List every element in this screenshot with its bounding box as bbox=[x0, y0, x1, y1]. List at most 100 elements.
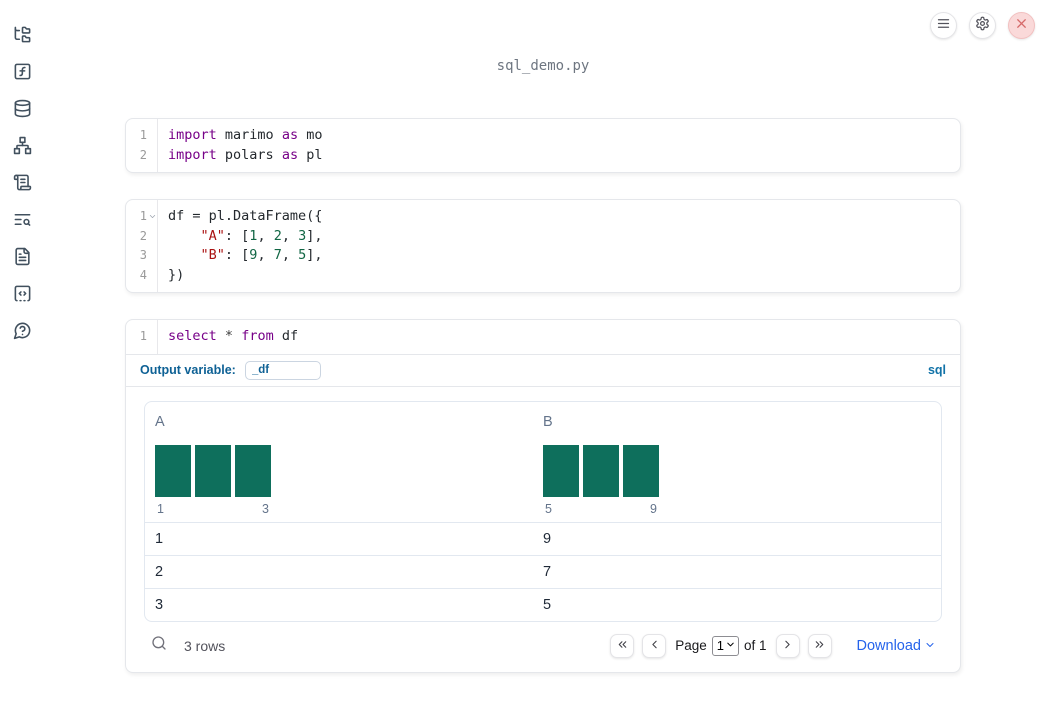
table-cell: 2 bbox=[155, 563, 164, 580]
notebook-main: sql_demo.py 1 2 import marimo as mo import … bbox=[125, 58, 961, 673]
page-label: Page bbox=[675, 638, 707, 653]
page-select[interactable]: 1 bbox=[711, 635, 739, 656]
cell-divider bbox=[126, 353, 960, 355]
sql-meta-row: Output variable: sql bbox=[126, 355, 960, 386]
table-cell: 3 bbox=[155, 596, 164, 613]
code-square-icon bbox=[14, 285, 30, 301]
page-total-label: of 1 bbox=[743, 638, 767, 653]
histogram-bar bbox=[155, 444, 191, 497]
sql-cell: 1 select * from df Output variable: sql A… bbox=[125, 319, 961, 673]
function-square-icon bbox=[14, 63, 30, 79]
logs-button[interactable] bbox=[12, 172, 32, 192]
table-search-button[interactable] bbox=[150, 635, 168, 656]
chevrons-left-icon bbox=[616, 638, 629, 654]
pagination: Page 1 of 1 Download bbox=[610, 633, 937, 658]
cell-divider bbox=[126, 385, 960, 387]
histogram-bar bbox=[235, 444, 271, 497]
line-number: 1 bbox=[139, 329, 147, 343]
shutdown-button[interactable] bbox=[1008, 12, 1035, 39]
code-line[interactable]: import marimo as mo bbox=[168, 127, 323, 143]
table-cell: 5 bbox=[543, 596, 552, 613]
folder-tree-icon bbox=[14, 26, 30, 42]
code-line[interactable]: "A": [1, 2, 3], bbox=[200, 227, 323, 244]
output-variable-input[interactable] bbox=[244, 360, 321, 380]
line-number: 1 bbox=[139, 128, 147, 142]
network-icon bbox=[13, 136, 31, 154]
prev-page-button[interactable] bbox=[642, 633, 667, 658]
page-indicator: Page 1 of 1 bbox=[675, 635, 767, 656]
notebook-filename: sql_demo.py bbox=[496, 58, 590, 74]
file-text-icon bbox=[14, 247, 30, 265]
result-table-footer: 3 rows Page 1 of 1 bbox=[144, 630, 942, 662]
snippets-button[interactable] bbox=[12, 283, 32, 303]
code-editor-imports[interactable]: 1 2 import marimo as mo import polars as pl bbox=[126, 119, 960, 172]
helper-panel-sidebar bbox=[0, 0, 44, 713]
search-icon bbox=[151, 635, 167, 656]
functions-button[interactable] bbox=[12, 61, 32, 81]
code-cell-dataframe: 1 2 3 4 df = pl.DataFrame({ "A": [1, 2, 3], … bbox=[125, 199, 961, 293]
column-histogram bbox=[543, 444, 659, 497]
histogram-bar bbox=[583, 444, 619, 497]
line-number: 4 bbox=[139, 267, 147, 282]
dependency-graph-button[interactable] bbox=[12, 135, 32, 155]
code-line[interactable]: import polars as pl bbox=[168, 146, 323, 163]
notebook-actions bbox=[930, 12, 1035, 39]
help-button[interactable] bbox=[12, 320, 32, 340]
line-number: 2 bbox=[139, 228, 147, 243]
column-name: A bbox=[155, 413, 165, 430]
table-cell: 7 bbox=[543, 563, 552, 580]
search-panel-button[interactable] bbox=[12, 209, 32, 229]
column-name: B bbox=[543, 413, 553, 430]
fold-chevron-icon[interactable] bbox=[148, 212, 157, 221]
database-icon bbox=[14, 99, 30, 117]
settings-button[interactable] bbox=[969, 12, 996, 39]
code-line[interactable]: select * from df bbox=[168, 328, 299, 344]
help-circle-icon bbox=[13, 322, 30, 339]
chevrons-right-icon bbox=[813, 638, 826, 654]
documentation-button[interactable] bbox=[12, 246, 32, 266]
chevron-down-icon bbox=[725, 638, 736, 653]
line-number: 3 bbox=[139, 248, 147, 262]
scroll-text-icon bbox=[13, 174, 31, 190]
language-badge[interactable]: sql bbox=[927, 363, 946, 377]
gear-icon bbox=[975, 16, 990, 36]
code-line[interactable]: df = pl.DataFrame({ bbox=[168, 208, 323, 224]
notebook-menu-button[interactable] bbox=[930, 12, 957, 39]
sql-editor[interactable]: 1 select * from df bbox=[126, 320, 960, 354]
datasources-button[interactable] bbox=[12, 98, 32, 118]
chevron-down-icon bbox=[924, 637, 936, 655]
output-variable-label: Output variable: bbox=[140, 363, 236, 377]
close-icon bbox=[1014, 16, 1029, 36]
text-search-icon bbox=[14, 213, 30, 226]
next-page-button[interactable] bbox=[775, 633, 800, 658]
line-number: 1 bbox=[139, 209, 147, 223]
menu-icon bbox=[936, 16, 951, 36]
table-cell: 9 bbox=[543, 530, 552, 547]
first-page-button[interactable] bbox=[610, 633, 635, 658]
download-label: Download bbox=[856, 637, 922, 654]
histogram-bar bbox=[543, 444, 579, 497]
file-explorer-button[interactable] bbox=[12, 24, 32, 44]
last-page-button[interactable] bbox=[807, 633, 832, 658]
download-button[interactable]: Download bbox=[857, 637, 937, 655]
histogram-bar bbox=[195, 444, 231, 497]
chevron-left-icon bbox=[648, 638, 661, 654]
chevron-right-icon bbox=[781, 638, 794, 654]
column-histogram bbox=[155, 444, 271, 497]
code-editor-dataframe[interactable]: 1 2 3 4 df = pl.DataFrame({ "A": [1, 2, 3], … bbox=[126, 200, 960, 292]
histogram-bar bbox=[623, 444, 659, 497]
row-count-label: 3 rows bbox=[184, 637, 226, 654]
line-number: 2 bbox=[139, 147, 147, 162]
code-line[interactable]: "B": [9, 7, 5], bbox=[200, 247, 323, 263]
code-line[interactable]: }) bbox=[168, 266, 185, 283]
